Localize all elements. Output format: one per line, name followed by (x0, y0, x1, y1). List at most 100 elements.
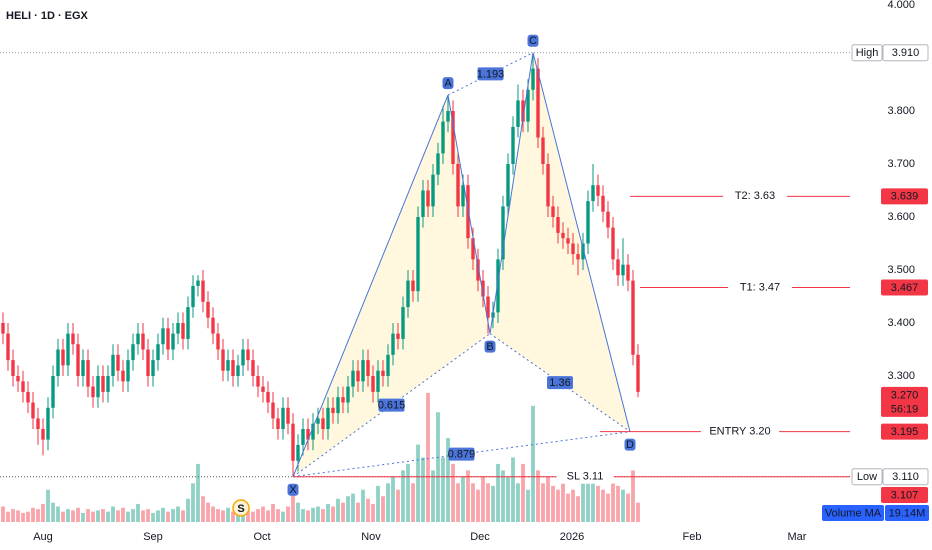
candle-body (501, 206, 505, 260)
volume-bar (101, 509, 105, 522)
volume-bar (571, 489, 575, 522)
volume-bar (406, 463, 410, 522)
candle-body (621, 264, 625, 276)
x-tick-label: Sep (143, 531, 163, 543)
volume-bar (201, 496, 205, 522)
volume-bar (621, 489, 625, 522)
candle-body (611, 227, 615, 260)
y-tick-label: 4.000 (887, 0, 915, 11)
volume-bar (536, 470, 540, 522)
volume-bar (66, 509, 70, 522)
candle-body (441, 121, 445, 154)
candle-body (571, 243, 575, 255)
volume-bar (561, 483, 565, 522)
volume-bar (76, 507, 80, 522)
candle-body (396, 333, 400, 339)
volume-bar (321, 509, 325, 522)
volume-bar (611, 483, 615, 522)
candle-body (131, 344, 135, 361)
y-tick-label: 3.700 (887, 158, 915, 170)
volume-bar (401, 470, 405, 522)
marker-tag-bg (851, 44, 883, 62)
marker-tag: High (856, 47, 879, 59)
pattern-fill (490, 52, 630, 432)
level-price-bg (881, 188, 928, 205)
candle-body (226, 360, 230, 371)
volume-bar (391, 476, 395, 522)
candle-body (466, 185, 470, 239)
candle-body (471, 238, 475, 260)
volume-bar (206, 502, 210, 522)
candle-body (606, 211, 610, 228)
volume-bar (21, 512, 25, 522)
x-tick-label: 2026 (560, 531, 584, 543)
marker-value: 3.110 (892, 471, 919, 483)
candle-body (261, 386, 265, 392)
volume-bar (426, 392, 430, 522)
candle-body (41, 429, 45, 440)
candle-body (246, 349, 250, 361)
volume-bar (171, 509, 175, 522)
candle-body (216, 333, 220, 350)
volume-bar (556, 489, 560, 522)
level-label: SL 3.11 (567, 471, 604, 483)
point-label: B (486, 341, 493, 353)
volume-bar (351, 493, 355, 522)
candle-body (146, 349, 150, 376)
volume-bar (1, 506, 5, 522)
y-tick-label: 3.400 (887, 317, 915, 329)
candle-body (76, 344, 80, 376)
level-price: 3.639 (891, 191, 919, 203)
volume-bar (441, 457, 445, 522)
volume-bar (311, 507, 315, 522)
level-price: 3.195 (891, 426, 919, 438)
candle-body (176, 323, 180, 334)
ratio-label: 1.193 (477, 68, 505, 80)
volume-bar (31, 507, 35, 522)
candle-body (56, 349, 60, 376)
price-axis: 4.000 3.800 3.700 3.600 3.500 3.400 3.300 High 3… (822, 0, 929, 521)
volume-ma-value-bg (885, 505, 929, 521)
level-label: T2: 3.63 (735, 190, 775, 202)
volume-bar (331, 506, 335, 522)
candle-body (321, 418, 325, 429)
volume-bar (341, 502, 345, 522)
candle-body (111, 354, 115, 376)
volume-bar (246, 510, 250, 522)
volume-ma-value: 19.14M (889, 507, 926, 519)
volume-bar (496, 463, 500, 522)
candle-body (196, 280, 200, 286)
candle-body (101, 376, 105, 392)
volume-bar (316, 506, 320, 522)
volume-bar (396, 489, 400, 522)
candle-body (386, 354, 390, 376)
volume-bar (456, 483, 460, 522)
volume-bar (326, 503, 330, 522)
candle-body (306, 429, 310, 440)
candle-body (551, 206, 555, 217)
candle-body (291, 423, 295, 461)
candle-body (581, 243, 585, 260)
x-tick-label: Mar (788, 531, 807, 543)
volume-bar (211, 506, 215, 522)
volume-bar (121, 507, 125, 522)
candle-body (351, 370, 355, 387)
volume-bar (36, 509, 40, 522)
ratio-badge (477, 67, 504, 81)
volume-bar (16, 510, 20, 522)
candle-body (536, 68, 540, 138)
candle-body (486, 296, 490, 318)
candle-body (521, 100, 525, 122)
level-price-bg (881, 279, 928, 296)
point-badge (287, 483, 299, 496)
y-tick-label: 3.800 (887, 105, 915, 117)
volume-bar (306, 510, 310, 522)
candle-body (6, 333, 10, 361)
volume-bar (276, 509, 280, 522)
candle-body (481, 280, 485, 297)
volume-bar (161, 507, 165, 522)
candle-body (636, 354, 640, 392)
candle-body (11, 360, 15, 376)
volume-bar (261, 506, 265, 522)
candle-body (301, 429, 305, 445)
